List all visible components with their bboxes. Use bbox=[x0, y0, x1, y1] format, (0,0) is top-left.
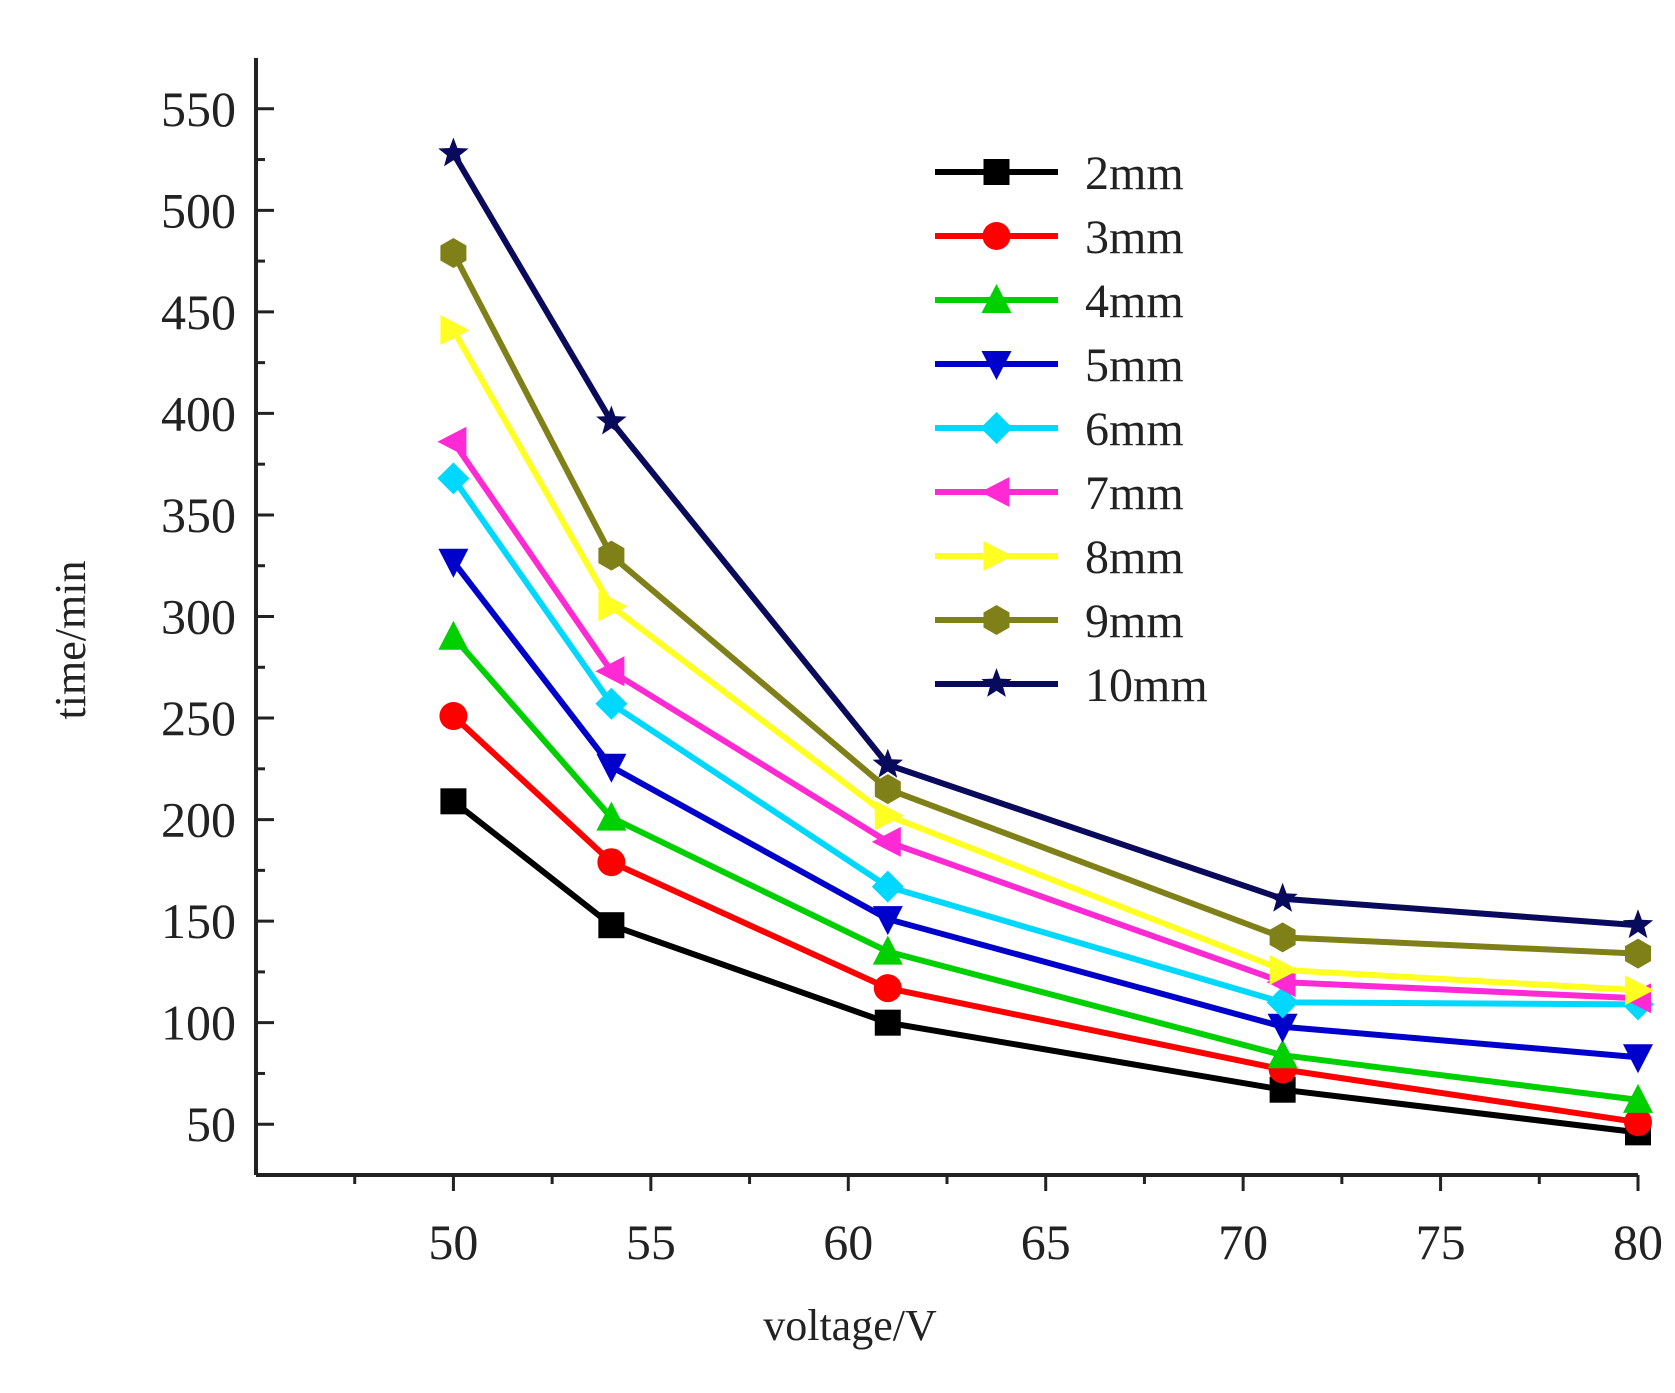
axes: 50 100 150 200 250 300 350 400 450 500 550 50 55 60 65… bbox=[161, 58, 1663, 1270]
y-tick-label: 100 bbox=[161, 995, 236, 1051]
legend-label: 3mm bbox=[1085, 211, 1184, 264]
legend-marker bbox=[980, 477, 1010, 507]
data-point-9mm-71 bbox=[1269, 922, 1296, 953]
legend-label: 5mm bbox=[1085, 339, 1184, 392]
x-tick-label: 65 bbox=[1021, 1214, 1071, 1270]
data-point-10mm-61 bbox=[872, 748, 903, 778]
series-lines bbox=[437, 137, 1654, 1146]
y-tick-label: 350 bbox=[161, 487, 236, 543]
legend: 2mm 3mm 4mm 5mm 6mm 7mm 8mm 9mm 10mm bbox=[935, 147, 1208, 712]
legend-marker bbox=[983, 159, 1010, 185]
series-2mm bbox=[440, 788, 1651, 1146]
data-point-2mm-61 bbox=[874, 1009, 901, 1036]
data-point-8mm-71 bbox=[1269, 954, 1299, 985]
legend-item-7mm: 7mm bbox=[935, 467, 1184, 520]
legend-marker bbox=[981, 284, 1012, 313]
legend-item-6mm: 6mm bbox=[935, 403, 1184, 456]
y-tick-label: 400 bbox=[161, 385, 236, 441]
legend-label: 7mm bbox=[1085, 467, 1184, 520]
legend-item-4mm: 4mm bbox=[935, 275, 1184, 328]
data-point-8mm-50 bbox=[440, 315, 470, 346]
data-point-5mm-80 bbox=[1623, 1044, 1653, 1074]
legend-item-8mm: 8mm bbox=[935, 531, 1184, 584]
data-point-2mm-50 bbox=[440, 788, 467, 815]
data-point-10mm-54 bbox=[596, 405, 627, 435]
legend-marker bbox=[981, 668, 1012, 697]
data-point-5mm-50 bbox=[438, 548, 469, 578]
data-point-10mm-71 bbox=[1267, 882, 1298, 912]
data-point-4mm-54 bbox=[596, 801, 627, 831]
x-axis-title: voltage/V bbox=[763, 1301, 937, 1350]
data-point-2mm-54 bbox=[598, 912, 625, 939]
series-line-10mm bbox=[450, 151, 1639, 929]
legend-label: 10mm bbox=[1085, 659, 1208, 712]
series-10mm bbox=[438, 137, 1654, 939]
legend-label: 2mm bbox=[1085, 147, 1184, 200]
data-point-10mm-50 bbox=[438, 137, 469, 167]
legend-label: 9mm bbox=[1085, 595, 1184, 648]
data-point-6mm-54 bbox=[595, 687, 628, 720]
y-tick-label: 550 bbox=[161, 81, 236, 137]
data-point-3mm-50 bbox=[439, 702, 468, 731]
series-9mm bbox=[440, 238, 1651, 969]
x-tick-label: 75 bbox=[1416, 1214, 1466, 1270]
legend-item-10mm: 10mm bbox=[935, 659, 1208, 712]
legend-item-3mm: 3mm bbox=[935, 211, 1184, 264]
data-point-9mm-54 bbox=[598, 540, 625, 571]
x-tick-label: 60 bbox=[823, 1214, 873, 1270]
y-tick-label: 300 bbox=[161, 589, 236, 645]
data-point-9mm-61 bbox=[874, 774, 901, 805]
y-tick-label: 500 bbox=[161, 182, 236, 238]
data-point-3mm-54 bbox=[597, 848, 626, 877]
x-tick-label: 55 bbox=[626, 1214, 676, 1270]
y-tick-label: 200 bbox=[161, 792, 236, 848]
legend-marker bbox=[980, 412, 1013, 444]
series-3mm bbox=[439, 702, 1652, 1137]
y-tick-label: 450 bbox=[161, 284, 236, 340]
data-point-10mm-80 bbox=[1622, 909, 1654, 939]
x-tick-label: 70 bbox=[1218, 1214, 1268, 1270]
series-5mm bbox=[438, 548, 1653, 1074]
legend-marker bbox=[982, 222, 1011, 250]
x-tick-label: 80 bbox=[1613, 1214, 1663, 1270]
data-point-5mm-61 bbox=[872, 906, 903, 936]
series-line-9mm bbox=[450, 251, 1639, 957]
data-point-5mm-71 bbox=[1267, 1013, 1298, 1043]
data-point-5mm-54 bbox=[596, 753, 627, 783]
series-8mm bbox=[440, 315, 1654, 1006]
data-point-9mm-50 bbox=[440, 238, 467, 268]
data-point-8mm-80 bbox=[1625, 975, 1654, 1006]
legend-marker bbox=[983, 605, 1010, 635]
data-point-6mm-50 bbox=[437, 462, 470, 495]
data-point-8mm-61 bbox=[874, 800, 904, 831]
legend-label: 4mm bbox=[1085, 275, 1184, 328]
data-point-3mm-61 bbox=[873, 974, 902, 1003]
data-point-4mm-61 bbox=[872, 935, 903, 965]
data-point-3mm-80 bbox=[1624, 1108, 1652, 1137]
legend-item-2mm: 2mm bbox=[935, 147, 1184, 200]
y-tick-label: 250 bbox=[161, 690, 236, 746]
data-point-6mm-61 bbox=[871, 870, 904, 903]
data-point-7mm-50 bbox=[437, 426, 467, 457]
data-point-7mm-54 bbox=[595, 656, 625, 687]
legend-marker bbox=[983, 541, 1013, 571]
data-point-9mm-80 bbox=[1625, 938, 1651, 969]
y-tick-label: 50 bbox=[186, 1096, 236, 1152]
data-point-4mm-50 bbox=[438, 620, 469, 650]
data-point-8mm-54 bbox=[598, 591, 628, 622]
data-point-7mm-61 bbox=[871, 826, 901, 857]
legend-item-9mm: 9mm bbox=[935, 595, 1184, 648]
data-point-4mm-71 bbox=[1267, 1039, 1298, 1069]
y-axis-title: time/min bbox=[46, 561, 95, 720]
legend-marker bbox=[981, 351, 1012, 380]
data-point-4mm-80 bbox=[1623, 1083, 1653, 1113]
legend-label: 6mm bbox=[1085, 403, 1184, 456]
y-tick-label: 150 bbox=[161, 893, 236, 949]
series-4mm bbox=[438, 620, 1653, 1113]
x-tick-label: 50 bbox=[428, 1214, 478, 1270]
legend-item-5mm: 5mm bbox=[935, 339, 1184, 392]
legend-label: 8mm bbox=[1085, 531, 1184, 584]
